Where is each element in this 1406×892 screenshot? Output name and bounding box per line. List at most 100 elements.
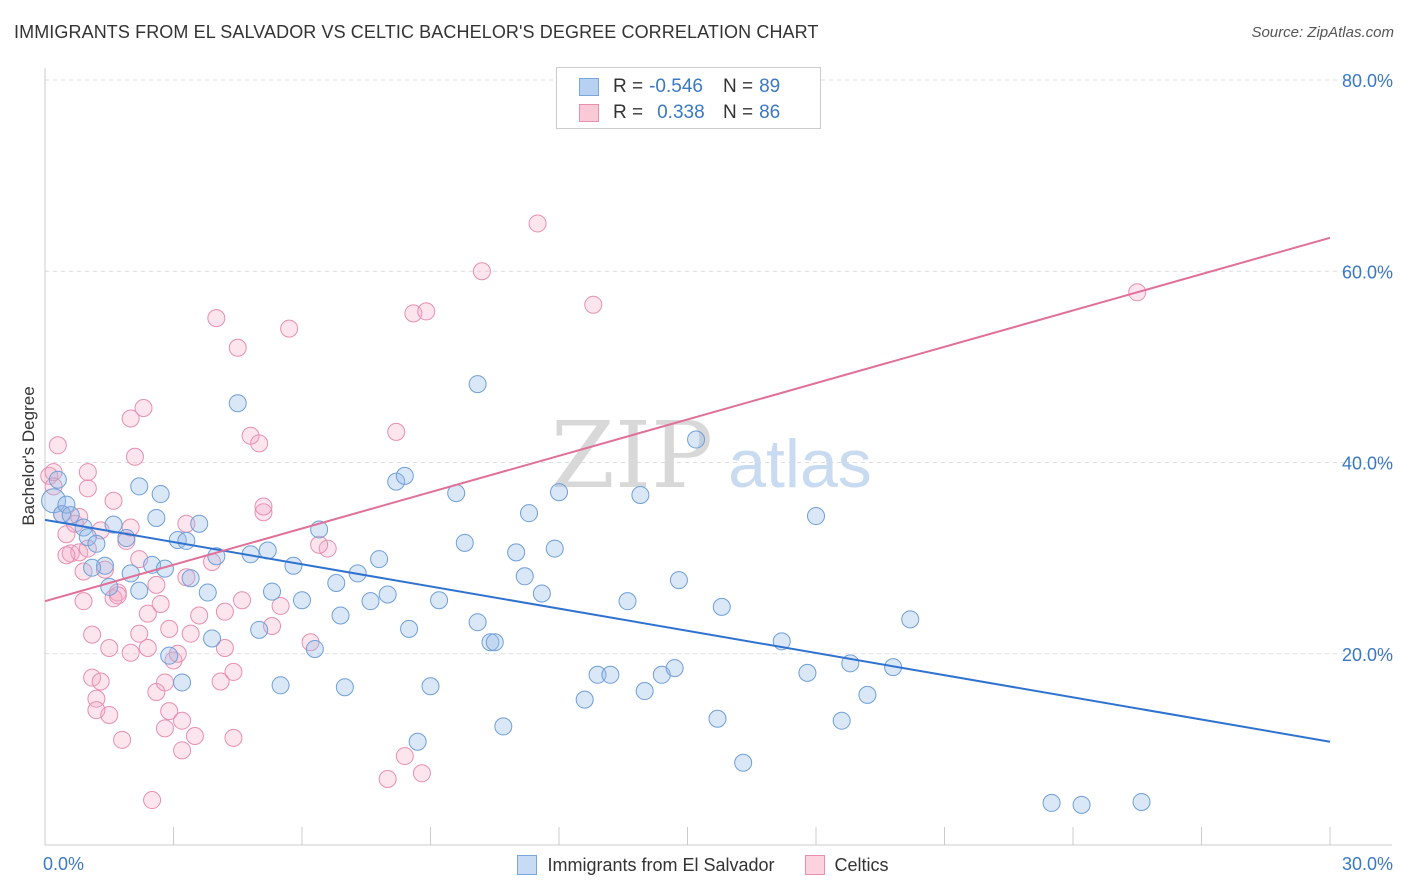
el-salvador-point bbox=[618, 592, 637, 611]
el-salvador-point bbox=[263, 582, 282, 601]
celtics-point bbox=[121, 643, 140, 662]
el-salvador-point bbox=[228, 394, 247, 413]
el-salvador-point bbox=[271, 676, 290, 695]
el-salvador-point bbox=[387, 472, 406, 491]
el-salvador-point bbox=[550, 483, 568, 502]
y-tick-label: 40.0% bbox=[1342, 454, 1393, 474]
celtics-point bbox=[83, 668, 102, 687]
el-salvador-point bbox=[635, 682, 654, 701]
el-salvador-point bbox=[468, 613, 487, 632]
el-salvador-point bbox=[370, 550, 389, 569]
celtics-points bbox=[40, 214, 1147, 810]
el-salvador-point bbox=[515, 567, 534, 586]
el-salvador-point bbox=[669, 571, 688, 590]
celtics-point bbox=[160, 619, 179, 638]
el-salvador-point bbox=[400, 619, 419, 638]
el-salvador-point bbox=[147, 508, 166, 527]
celtics-point bbox=[155, 673, 174, 692]
el-salvador-point bbox=[250, 620, 269, 639]
el-salvador-point bbox=[57, 495, 76, 514]
celtics-point bbox=[138, 604, 157, 623]
el-salvador-point bbox=[173, 673, 192, 692]
el-salvador-point bbox=[284, 556, 303, 575]
r-label: R = bbox=[613, 102, 644, 123]
celtics-point bbox=[224, 662, 243, 681]
el-salvador-point bbox=[601, 665, 620, 684]
y-tick-label: 80.0% bbox=[1342, 71, 1393, 91]
legend-row-celtics: R = 0.338 N = 86 bbox=[579, 101, 780, 125]
celtics-point bbox=[412, 764, 431, 783]
el-salvador-point bbox=[87, 534, 106, 553]
el-salvador-point bbox=[361, 592, 380, 611]
el-salvador-point bbox=[408, 732, 427, 751]
celtics-point bbox=[74, 592, 93, 611]
celtics-point bbox=[74, 562, 93, 581]
celtics-point bbox=[100, 639, 119, 658]
celtics-point bbox=[224, 728, 243, 747]
el-salvador-point bbox=[545, 539, 564, 558]
legend-row-el-salvador: R = -0.546 N = 89 bbox=[579, 75, 780, 99]
el-salvador-point bbox=[734, 753, 753, 772]
el-salvador-point bbox=[421, 677, 440, 696]
celtics-point bbox=[310, 535, 329, 554]
celtics-point bbox=[185, 726, 204, 745]
el-salvador-point bbox=[104, 515, 123, 534]
grid-lines bbox=[45, 79, 1392, 655]
celtics-point bbox=[173, 741, 192, 760]
celtics-point bbox=[125, 447, 144, 466]
el-salvador-point bbox=[83, 558, 102, 577]
legend-swatch-celtics bbox=[804, 855, 825, 875]
el-salvador-point bbox=[335, 678, 354, 697]
watermark-atlas: atlas bbox=[728, 426, 872, 502]
celtics-point bbox=[207, 309, 226, 328]
celtics-point bbox=[83, 625, 102, 644]
r-label: R = bbox=[613, 76, 644, 97]
legend-swatch-el-salvador bbox=[517, 855, 538, 875]
legend-item-celtics[interactable]: Celtics bbox=[804, 855, 889, 876]
celtics-point bbox=[78, 463, 97, 482]
el-salvador-point bbox=[481, 633, 500, 652]
el-salvador-point bbox=[327, 573, 346, 592]
celtics-point bbox=[130, 624, 149, 643]
celtics-point bbox=[151, 595, 170, 614]
chart-title: IMMIGRANTS FROM EL SALVADOR VS CELTIC BA… bbox=[14, 22, 819, 42]
celtics-point bbox=[91, 672, 110, 691]
celtics-point bbox=[78, 479, 97, 498]
celtics-point bbox=[254, 503, 273, 522]
legend-label-el-salvador: Immigrants from El Salvador bbox=[547, 854, 775, 875]
celtics-point bbox=[233, 591, 252, 610]
el-salvador-point bbox=[485, 633, 504, 652]
celtics-point bbox=[215, 602, 234, 621]
el-salvador-point bbox=[1132, 792, 1151, 811]
watermark: ZIP atlas bbox=[551, 402, 872, 509]
legend-item-el-salvador[interactable]: Immigrants from El Salvador bbox=[517, 854, 775, 876]
el-salvador-point bbox=[1042, 793, 1061, 812]
celtics-point bbox=[121, 409, 140, 428]
celtics-point bbox=[57, 546, 76, 565]
el-salvador-point bbox=[901, 610, 920, 629]
celtics-point bbox=[48, 436, 67, 455]
celtics-point bbox=[121, 518, 140, 537]
celtics-point bbox=[280, 319, 299, 338]
el-salvador-point bbox=[807, 507, 825, 526]
el-salvador-point bbox=[832, 711, 851, 730]
n-value-pink: 86 bbox=[759, 102, 781, 123]
axes bbox=[44, 68, 1392, 846]
el-salvador-point bbox=[378, 585, 397, 604]
correlation-legend: R = -0.546 N = 89 R = 0.338 N = 86 bbox=[556, 67, 821, 129]
n-value-blue: 89 bbox=[759, 76, 781, 97]
el-salvador-point bbox=[798, 663, 817, 682]
el-salvador-point bbox=[181, 569, 200, 588]
celtics-trend-line bbox=[44, 236, 1331, 603]
el-salvador-point bbox=[177, 531, 196, 550]
n-label: N = bbox=[723, 76, 754, 97]
el-salvador-point bbox=[395, 466, 414, 485]
celtics-point bbox=[584, 295, 603, 314]
series-legend: Immigrants from El Salvador Celtics bbox=[0, 851, 1406, 879]
celtics-point bbox=[254, 497, 273, 516]
el-salvador-point bbox=[190, 514, 209, 533]
celtics-point bbox=[378, 770, 397, 789]
el-salvador-point bbox=[494, 717, 513, 736]
celtics-point bbox=[211, 672, 230, 691]
